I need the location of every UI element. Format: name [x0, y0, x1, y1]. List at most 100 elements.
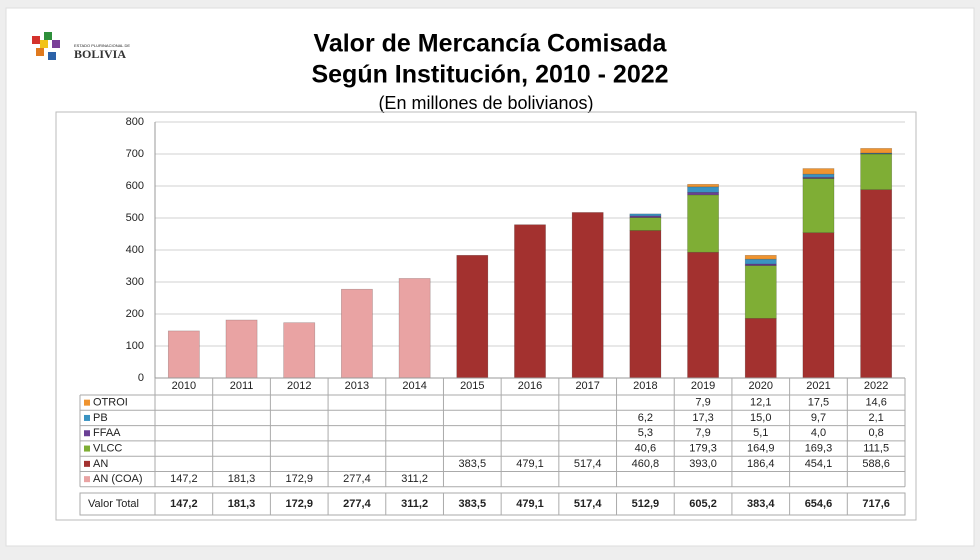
bar-segment: [803, 179, 834, 233]
table-cell: 172,9: [285, 473, 313, 485]
bar-segment: [745, 318, 776, 378]
total-cell: 654,6: [805, 498, 833, 510]
table-cell: 2,1: [869, 412, 884, 424]
bar-segment: [803, 233, 834, 378]
bar-segment: [688, 252, 719, 378]
table-cell: 277,4: [343, 473, 371, 485]
bar-segment: [168, 331, 199, 378]
table-cell: 479,1: [516, 458, 544, 470]
legend-label: AN: [93, 458, 108, 470]
logo-block: [52, 40, 60, 48]
table-cell: 7,9: [695, 427, 710, 439]
x-tick-label: 2018: [633, 380, 657, 392]
table-cell: 179,3: [689, 442, 717, 454]
bar-segment: [688, 184, 719, 187]
x-tick-label: 2017: [575, 380, 599, 392]
total-cell: 383,5: [459, 498, 487, 510]
legend-swatch: [84, 476, 90, 482]
y-tick-label: 200: [126, 308, 144, 320]
x-tick-label: 2012: [287, 380, 311, 392]
logo-block: [40, 40, 48, 48]
table-cell: 0,8: [869, 427, 884, 439]
x-tick-label: 2019: [691, 380, 715, 392]
legend-label: PB: [93, 412, 108, 424]
table-cell: 164,9: [747, 442, 775, 454]
table-cell: 454,1: [805, 458, 833, 470]
y-tick-label: 500: [126, 212, 144, 224]
total-cell: 717,6: [862, 498, 890, 510]
y-tick-label: 0: [138, 372, 144, 384]
bar-segment: [688, 195, 719, 252]
legend-swatch: [84, 430, 90, 436]
x-tick-label: 2016: [518, 380, 542, 392]
total-label: Valor Total: [88, 498, 139, 510]
bar-segment: [572, 212, 603, 378]
table-cell: 40,6: [635, 442, 656, 454]
legend-swatch: [84, 400, 90, 406]
bar-segment: [745, 259, 776, 264]
table-cell: 517,4: [574, 458, 602, 470]
bar-segment: [341, 289, 372, 378]
table-cell: 9,7: [811, 412, 826, 424]
table-cell: 14,6: [865, 397, 886, 409]
total-cell: 605,2: [689, 498, 717, 510]
chart-title: Según Institución, 2010 - 2022: [311, 61, 668, 89]
legend-label: VLCC: [93, 442, 122, 454]
table-cell: 111,5: [863, 442, 889, 454]
total-cell: 311,2: [401, 498, 428, 510]
x-tick-label: 2021: [806, 380, 830, 392]
bar-segment: [861, 148, 892, 153]
table-cell: 147,2: [170, 473, 198, 485]
table-cell: 311,2: [401, 473, 428, 485]
bar-segment: [457, 255, 488, 378]
table-cell: 169,3: [805, 442, 833, 454]
table-cell: 393,0: [689, 458, 717, 470]
legend-label: OTROI: [93, 397, 128, 409]
legend-label: FFAA: [93, 427, 121, 439]
y-tick-label: 400: [126, 244, 144, 256]
total-cell: 512,9: [632, 498, 660, 510]
table-cell: 460,8: [632, 458, 660, 470]
table-cell: 12,1: [750, 397, 771, 409]
table-cell: 4,0: [811, 427, 826, 439]
table-cell: 17,5: [808, 397, 829, 409]
legend-swatch: [84, 461, 90, 467]
y-tick-label: 600: [126, 180, 144, 192]
bar-segment: [861, 190, 892, 378]
legend-label: AN (COA): [93, 473, 143, 485]
logo-block: [36, 48, 44, 56]
bar-segment: [861, 154, 892, 190]
table-cell: 186,4: [747, 458, 775, 470]
legend-swatch: [84, 446, 90, 452]
x-tick-label: 2022: [864, 380, 888, 392]
bar-segment: [630, 218, 661, 231]
table-cell: 15,0: [750, 412, 771, 424]
table-cell: 7,9: [695, 397, 710, 409]
logo-block: [44, 32, 52, 40]
x-tick-label: 2013: [345, 380, 369, 392]
bar-segment: [745, 255, 776, 259]
x-tick-label: 2014: [402, 380, 426, 392]
table-cell: 588,6: [862, 458, 890, 470]
y-tick-label: 700: [126, 148, 144, 160]
logo-block: [48, 52, 56, 60]
total-cell: 277,4: [343, 498, 371, 510]
bar-segment: [803, 169, 834, 175]
total-cell: 383,4: [747, 498, 775, 510]
x-tick-label: 2020: [749, 380, 773, 392]
chart-subtitle: (En millones de bolivianos): [378, 93, 593, 113]
legend-swatch: [84, 415, 90, 421]
bar-segment: [745, 266, 776, 319]
x-tick-label: 2010: [172, 380, 196, 392]
bar-segment: [284, 323, 315, 378]
bar-segment: [226, 320, 257, 378]
bar-segment: [688, 187, 719, 193]
chart-title: Valor de Mercancía Comisada: [314, 30, 668, 58]
table-cell: 181,3: [228, 473, 256, 485]
table-cell: 5,3: [638, 427, 653, 439]
x-tick-label: 2011: [230, 380, 254, 392]
bar-segment: [630, 231, 661, 378]
table-cell: 383,5: [459, 458, 487, 470]
